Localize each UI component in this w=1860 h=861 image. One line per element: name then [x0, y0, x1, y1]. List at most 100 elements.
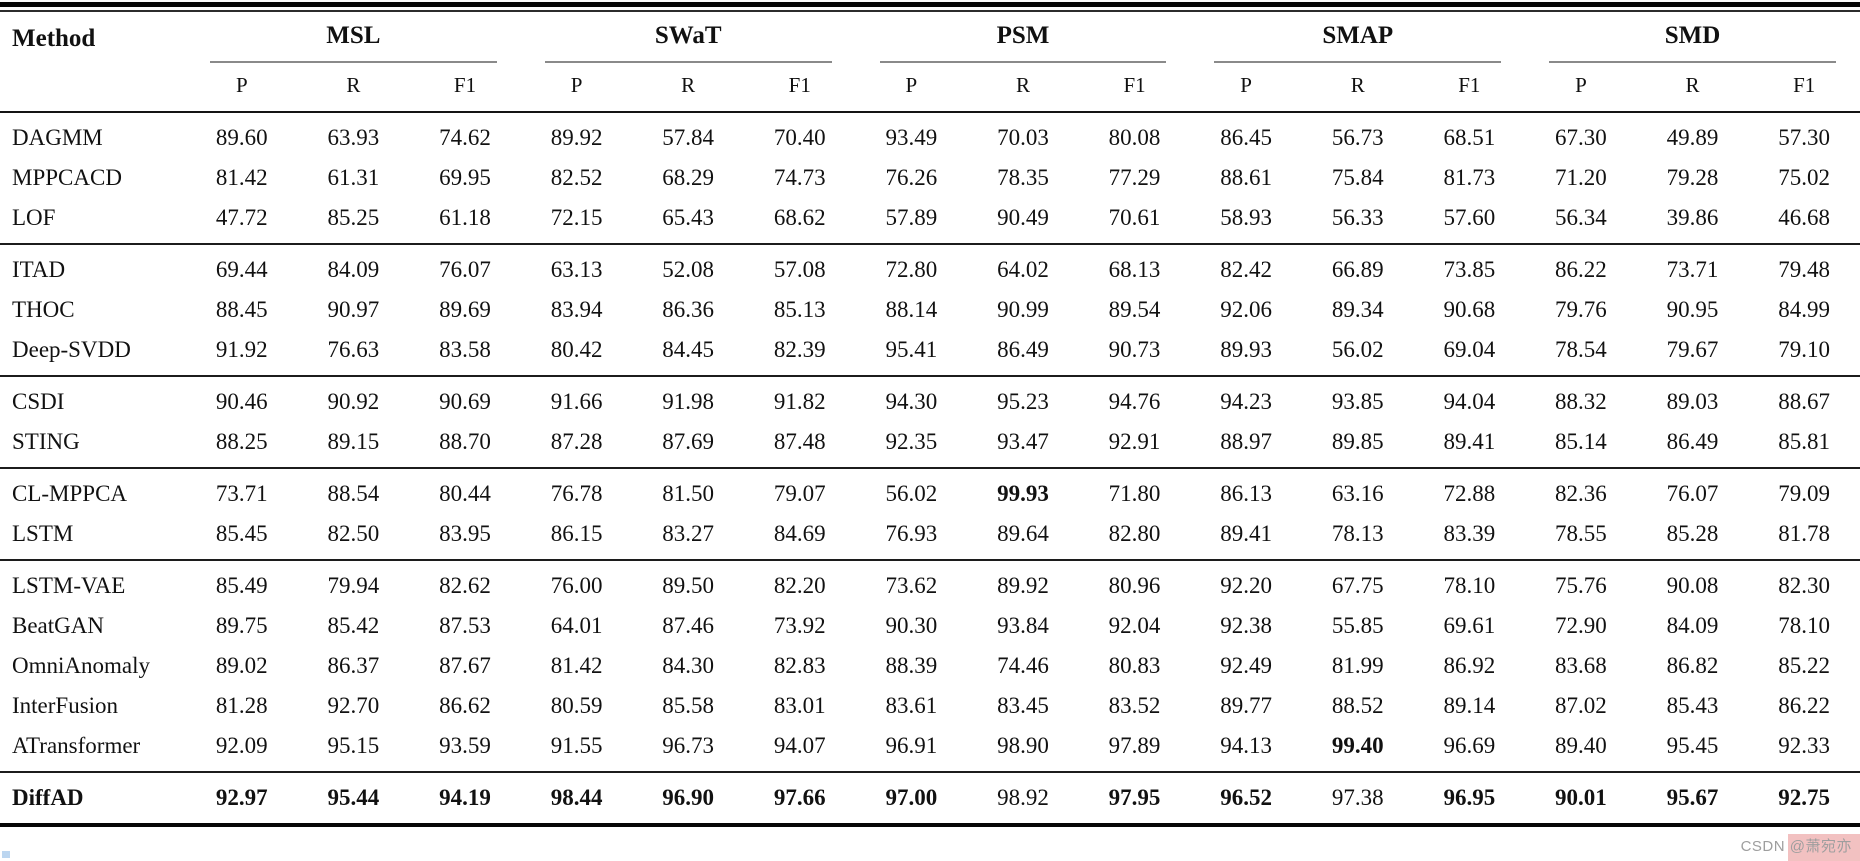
method-cell: LSTM — [12, 521, 74, 546]
method-cell: DAGMM — [12, 125, 103, 150]
value-cell: 75.84 — [1331, 165, 1384, 190]
method-cell: InterFusion — [12, 693, 119, 718]
value-cell: 97.00 — [885, 785, 938, 810]
value-cell: 73.71 — [1666, 257, 1719, 282]
value-cell: 70.40 — [773, 125, 826, 150]
value-cell: 80.42 — [550, 337, 603, 362]
table-row: Deep-SVDD 91.92 76.63 83.58 80.42 84.45 82.39 9… — [0, 330, 1860, 376]
method-cell: ATransformer — [12, 733, 141, 758]
value-cell: 82.36 — [1555, 481, 1607, 506]
value-cell: 39.86 — [1666, 205, 1719, 230]
value-cell: 93.59 — [439, 733, 491, 758]
value-cell: 98.44 — [550, 785, 603, 810]
value-cell: 93.85 — [1331, 389, 1384, 414]
value-cell: 69.44 — [215, 257, 268, 282]
value-cell: 94.23 — [1220, 389, 1273, 414]
value-cell: 76.26 — [885, 165, 938, 190]
value-cell: 84.30 — [662, 653, 715, 678]
subheader-f1: F1 — [1413, 63, 1526, 113]
value-cell: 96.95 — [1443, 785, 1496, 810]
value-cell: 85.22 — [1778, 653, 1831, 678]
value-cell: 76.07 — [439, 257, 491, 282]
value-cell: 92.33 — [1778, 733, 1831, 758]
value-cell: 70.03 — [997, 125, 1049, 150]
value-cell: 69.61 — [1443, 613, 1496, 638]
value-cell: 83.27 — [662, 521, 715, 546]
value-cell: 74.73 — [773, 165, 826, 190]
value-cell: 89.64 — [997, 521, 1049, 546]
value-cell: 81.42 — [550, 653, 603, 678]
subheader-p: P — [1525, 63, 1637, 113]
group-header-msl: MSL — [186, 12, 521, 63]
value-cell: 79.94 — [327, 573, 380, 598]
table-row: ITAD 69.44 84.09 76.07 63.13 52.08 57.08 72.80 6… — [0, 244, 1860, 290]
table-row: STING 88.25 89.15 88.70 87.28 87.69 87.48 92.35… — [0, 422, 1860, 468]
value-cell: 81.99 — [1331, 653, 1384, 678]
value-cell: 85.13 — [773, 297, 826, 322]
value-cell: 74.46 — [997, 653, 1049, 678]
value-cell: 86.22 — [1555, 257, 1607, 282]
value-cell: 90.68 — [1443, 297, 1496, 322]
value-cell: 90.97 — [327, 297, 380, 322]
value-cell: 55.85 — [1331, 613, 1384, 638]
method-cell: OmniAnomaly — [12, 653, 150, 678]
value-cell: 96.90 — [662, 785, 715, 810]
value-cell: 75.76 — [1555, 573, 1607, 598]
value-cell: 90.08 — [1666, 573, 1719, 598]
value-cell: 56.33 — [1331, 205, 1384, 230]
value-cell: 97.66 — [773, 785, 826, 810]
value-cell: 71.80 — [1108, 481, 1161, 506]
table-row: ATransformer 92.09 95.15 93.59 91.55 96.73 94.… — [0, 726, 1860, 772]
value-cell: 80.08 — [1108, 125, 1161, 150]
method-cell: CSDI — [12, 389, 65, 414]
value-cell: 52.08 — [662, 257, 715, 282]
value-cell: 66.89 — [1331, 257, 1384, 282]
value-cell: 72.90 — [1555, 613, 1607, 638]
value-cell: 68.13 — [1108, 257, 1161, 282]
value-cell: 83.68 — [1555, 653, 1607, 678]
value-cell: 86.92 — [1443, 653, 1496, 678]
subheader-f1: F1 — [409, 63, 521, 113]
group-header-swat: SWaT — [521, 12, 856, 63]
row-group: DAGMM 89.60 63.93 74.62 89.92 57.84 70.40 93.49… — [0, 112, 1860, 244]
value-cell: 92.97 — [215, 785, 268, 810]
value-cell: 80.59 — [550, 693, 603, 718]
value-cell: 73.62 — [885, 573, 938, 598]
table-row: LSTM-VAE 85.49 79.94 82.62 76.00 89.50 82.20 73… — [0, 560, 1860, 606]
method-cell: LOF — [12, 205, 56, 230]
value-cell: 61.31 — [327, 165, 380, 190]
value-cell: 92.75 — [1778, 785, 1831, 810]
table-row: DiffAD 92.97 95.44 94.19 98.44 96.90 97.66 97.0… — [0, 772, 1860, 823]
table-row: InterFusion 81.28 92.70 86.62 80.59 85.58 83.0… — [0, 686, 1860, 726]
subheader-r: R — [967, 63, 1079, 113]
value-cell: 87.48 — [773, 429, 826, 454]
value-cell: 90.99 — [997, 297, 1049, 322]
table-row: LSTM 85.45 82.50 83.95 86.15 83.27 84.69 76.93 8… — [0, 514, 1860, 560]
value-cell: 89.85 — [1331, 429, 1384, 454]
watermark: CSDN @萧宛亦 — [1740, 838, 1852, 855]
value-cell: 93.47 — [997, 429, 1049, 454]
subheader-p: P — [186, 63, 298, 113]
value-cell: 78.35 — [997, 165, 1049, 190]
top-rule-thick — [0, 2, 1860, 7]
value-cell: 63.93 — [327, 125, 380, 150]
value-cell: 84.09 — [1666, 613, 1719, 638]
value-cell: 88.97 — [1220, 429, 1273, 454]
subheader-r: R — [1301, 63, 1414, 113]
value-cell: 88.25 — [215, 429, 268, 454]
value-cell: 96.52 — [1220, 785, 1273, 810]
value-cell: 95.44 — [327, 785, 380, 810]
table-header: Method MSL SWaT PSM SMAP SMD P R F1 P R … — [0, 12, 1860, 113]
value-cell: 82.52 — [550, 165, 603, 190]
value-cell: 57.89 — [885, 205, 938, 230]
subheader-r: R — [632, 63, 744, 113]
value-cell: 72.80 — [885, 257, 938, 282]
value-cell: 92.04 — [1108, 613, 1161, 638]
value-cell: 87.53 — [439, 613, 491, 638]
value-cell: 58.93 — [1220, 205, 1273, 230]
method-cell: MPPCACD — [12, 165, 122, 190]
value-cell: 91.92 — [215, 337, 268, 362]
value-cell: 86.49 — [1666, 429, 1719, 454]
value-cell: 95.41 — [885, 337, 938, 362]
